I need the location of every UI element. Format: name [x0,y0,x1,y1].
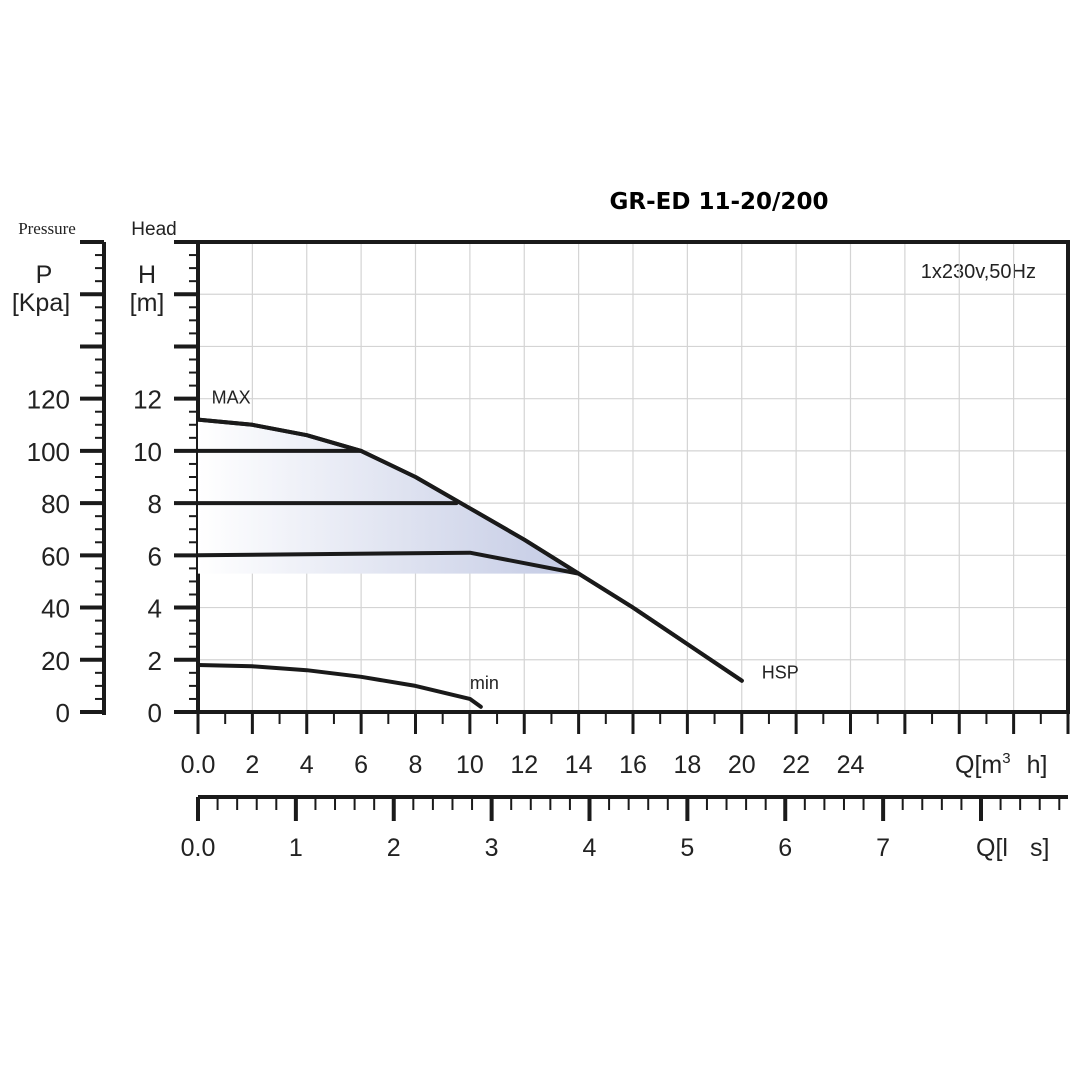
head-tick-label: 6 [148,541,162,571]
head-tick-label: 0 [148,698,162,728]
hsp-curve [196,417,744,683]
supply-label: 1x230v,50Hz [921,261,1036,283]
head-tick-label: 10 [133,437,162,467]
flow-m3h-tick-label: 16 [619,751,647,779]
flow-ls-tick-label: 7 [876,834,890,862]
flow-m3h-tick-label: 8 [409,751,423,779]
pressure-tick-label: 80 [41,489,70,519]
chart-title: GR-ED 11-20/200 [610,189,829,215]
flow-ls-tick-label: 5 [680,834,694,862]
flow-m3h-tick-label: 12 [510,751,538,779]
head-caption: Head [131,219,176,240]
flow-m3h-tick-label: 20 [728,751,756,779]
flow-m3h-tick-label: 24 [837,751,865,779]
flow-m3h-tick-label: 18 [673,751,701,779]
pressure-axis: 0 20 40 60 80 100 120 [27,240,106,728]
pressure-tick-label: 0 [56,698,70,728]
pressure-tick-label: 40 [41,594,70,624]
head-symbol: H [138,261,156,289]
flow-ls-tick-label: 4 [583,834,597,862]
flow-m3h-axis: 0.0 2 4 6 8 10 12 14 16 18 20 22 24 [181,712,1070,779]
pressure-tick-label: 20 [41,646,70,676]
head-tick-label: 12 [133,385,162,415]
flow-ls-tick-label: 2 [387,834,401,862]
flow-m3h-tick-label: 22 [782,751,810,779]
flow-m3h-tick-label: 14 [565,751,593,779]
head-unit: [m] [130,289,165,317]
operating-range-shade [198,419,579,574]
flow-ls-tick-label: 0.0 [181,834,216,862]
flow-ls-tick-label: 6 [778,834,792,862]
flow-ls-axis: 0.0 1 2 3 4 5 6 7 [181,795,1068,862]
pressure-tick-label: 120 [27,385,70,415]
flow-ls-axis-label: Q[l s] [976,834,1049,862]
series-label-min: min [470,673,499,693]
pressure-caption: Pressure [18,219,76,238]
pressure-tick-label: 100 [27,437,70,467]
head-tick-label: 2 [148,646,162,676]
head-axis: 0 2 4 6 8 10 12 [133,240,198,728]
head-tick-label: 8 [148,489,162,519]
pressure-tick-label: 60 [41,541,70,571]
flow-ls-tick-label: 3 [485,834,499,862]
flow-m3h-tick-label: 2 [245,751,259,779]
series-label-max: MAX [212,388,251,408]
flow-m3h-tick-label: 10 [456,751,484,779]
flow-m3h-tick-label: 0.0 [181,751,216,779]
curves [196,417,744,709]
flow-m3h-tick-label: 6 [354,751,368,779]
control-curve-6m [196,550,581,576]
series-label-hsp: HSP [762,663,799,683]
flow-ls-tick-label: 1 [289,834,303,862]
min-curve [196,663,483,709]
flow-m3h-axis-label: Q[m3 h] [955,750,1047,779]
pressure-unit: [Kpa] [12,289,70,317]
flow-m3h-tick-label: 4 [300,751,314,779]
pressure-symbol: P [36,261,53,289]
head-tick-label: 4 [148,594,162,624]
